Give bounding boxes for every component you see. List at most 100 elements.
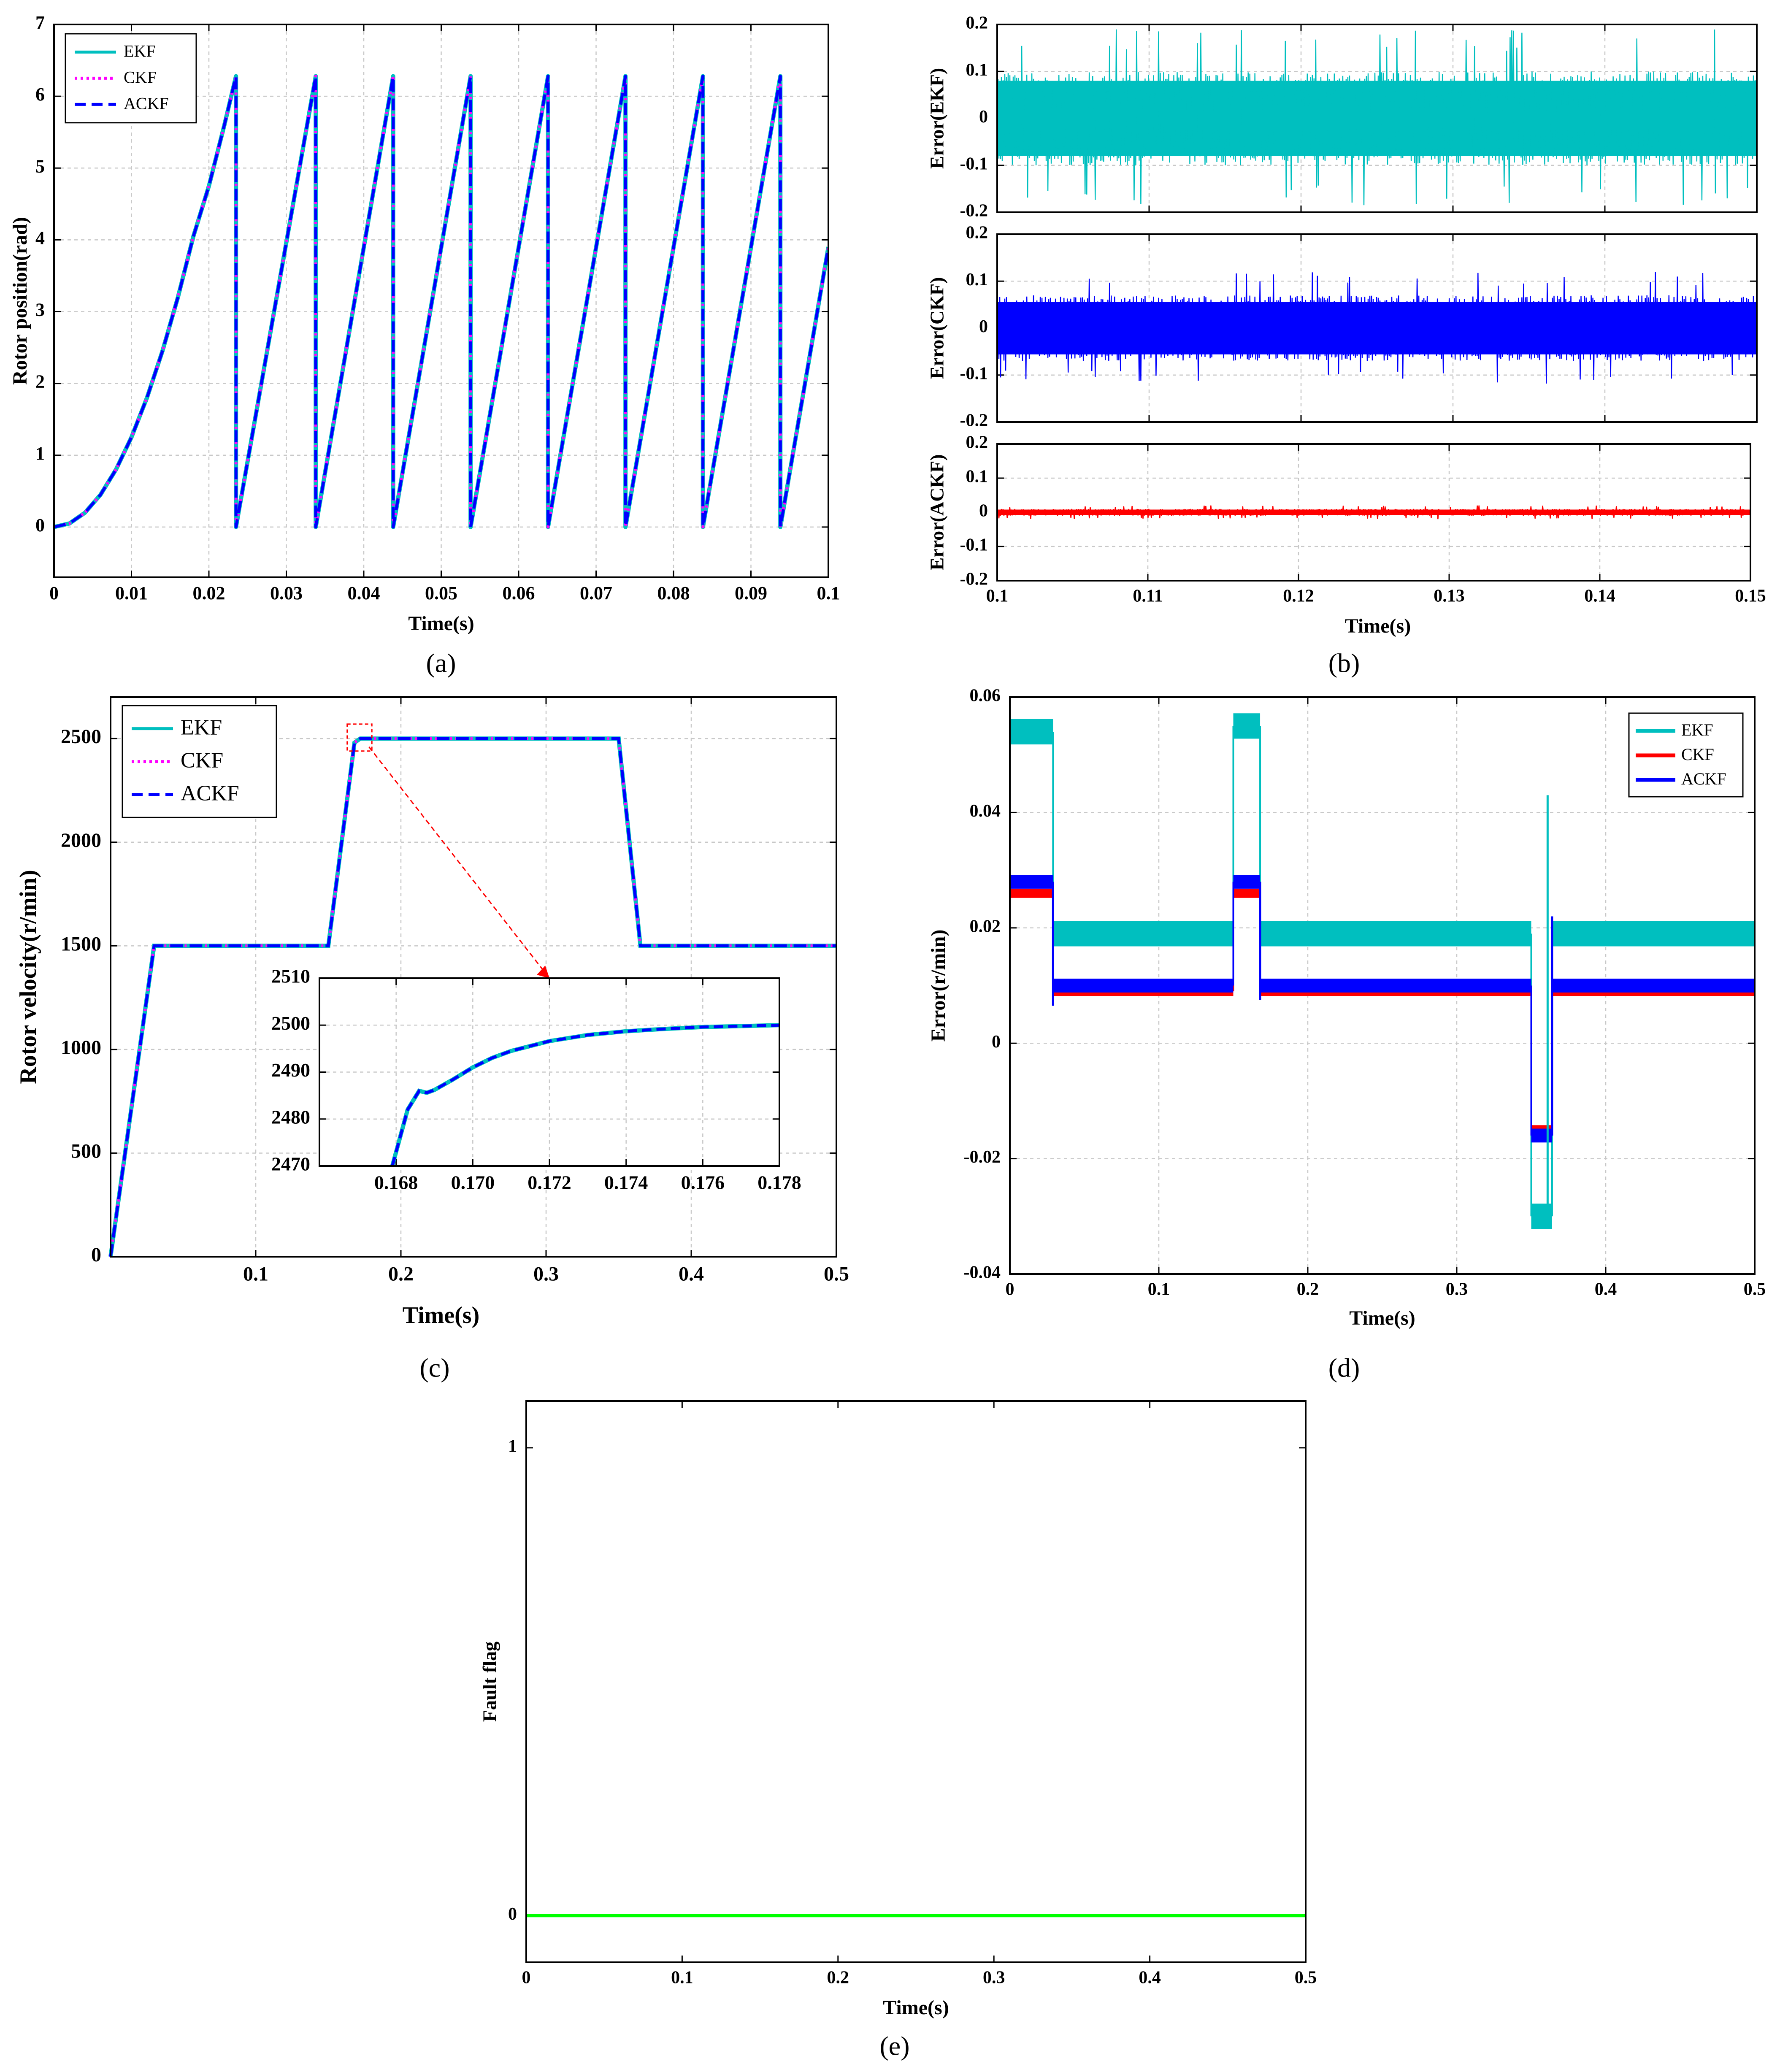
x-axis-label: Time(s) <box>1345 615 1411 637</box>
error-band <box>1010 875 1053 889</box>
x-tick-label: 0.5 <box>1744 1280 1766 1299</box>
error-band <box>1531 1204 1552 1229</box>
y-tick-label: 3 <box>35 300 45 320</box>
y-tick-label: -0.02 <box>964 1147 1001 1167</box>
plot-frame <box>110 696 837 1258</box>
y-tick-label: 0.2 <box>966 223 988 243</box>
x-tick-label: 0.176 <box>681 1171 725 1193</box>
y-tick-label: 2480 <box>271 1106 310 1128</box>
y-tick-label: 5 <box>35 156 45 176</box>
error-band <box>1552 979 1755 993</box>
x-tick-label: 0.170 <box>451 1171 495 1193</box>
y-tick-label: 1000 <box>61 1036 101 1059</box>
error-band <box>1233 713 1261 739</box>
legend-label: EKF <box>181 716 222 740</box>
panel-label: (c) <box>419 1353 449 1383</box>
y-tick-label: 2 <box>35 371 45 392</box>
y-axis-label: Error(EKF) <box>926 68 948 169</box>
y-axis-label: Error(r/min) <box>927 930 950 1042</box>
y-tick-label: 0 <box>979 501 988 521</box>
x-tick-label: 0.08 <box>657 583 690 603</box>
y-tick-label: 2510 <box>271 966 310 987</box>
legend: EKF CKF ACKF <box>1628 712 1744 798</box>
x-tick-label: 0.1 <box>817 583 840 603</box>
legend-label: CKF <box>181 749 223 773</box>
y-axis-label: Rotor velocity(r/min) <box>15 870 41 1084</box>
y-axis-label: Error(ACKF) <box>926 454 948 570</box>
plot-frame <box>53 24 829 578</box>
y-tick-label: 0 <box>508 1904 517 1924</box>
panel-label: (a) <box>426 648 456 678</box>
y-tick-label: 2470 <box>271 1153 310 1175</box>
zoom-arrow-head <box>537 966 549 978</box>
x-tick-label: 0.05 <box>425 583 457 603</box>
y-tick-label: 0.04 <box>970 801 1001 821</box>
y-tick-label: 2000 <box>61 829 101 852</box>
x-tick-label: 0.1 <box>243 1263 268 1285</box>
zoom-arrow <box>368 746 550 979</box>
x-tick-label: 0.4 <box>1595 1280 1617 1299</box>
y-tick-label: -0.2 <box>960 570 988 589</box>
legend: EKF CKF ACKF <box>65 33 197 124</box>
x-tick-label: 0.1 <box>1148 1280 1170 1299</box>
plot-frame <box>319 977 780 1167</box>
error-trace-ackf <box>996 505 1751 519</box>
inset-line-ackf <box>391 1023 780 1166</box>
x-tick-label: 0.5 <box>824 1263 849 1285</box>
y-tick-label: -0.1 <box>960 364 988 383</box>
x-tick-label: 0.4 <box>679 1263 704 1285</box>
y-tick-label: 500 <box>71 1140 101 1162</box>
x-tick-label: 0.14 <box>1584 587 1615 606</box>
y-tick-label: 0.1 <box>966 467 988 487</box>
y-tick-label: 0.1 <box>966 60 988 80</box>
x-tick-label: 0 <box>522 1968 531 1988</box>
legend-label: CKF <box>1681 745 1714 764</box>
line-ackf <box>54 75 828 529</box>
plot-area <box>526 1401 1306 1962</box>
x-tick-label: 0.12 <box>1283 587 1314 606</box>
y-tick-label: -0.2 <box>960 411 988 430</box>
x-tick-label: 0 <box>1006 1280 1014 1299</box>
error-band <box>1260 979 1531 993</box>
panel-label: (e) <box>879 2031 909 2061</box>
error-band <box>1053 979 1234 993</box>
y-tick-label: 6 <box>35 84 45 105</box>
x-tick-label: 0.178 <box>757 1171 801 1193</box>
y-tick-label: -0.04 <box>964 1263 1001 1282</box>
x-tick-label: 0.2 <box>827 1968 849 1988</box>
y-axis-label: Fault flag <box>479 1642 500 1722</box>
error-band <box>1531 1128 1552 1143</box>
error-band <box>1233 888 1261 898</box>
y-tick-label: 2500 <box>61 725 101 748</box>
x-axis-label: Time(s) <box>883 1996 949 2019</box>
legend-label: EKF <box>1681 720 1713 739</box>
y-tick-label: 0.1 <box>966 270 988 289</box>
x-tick-label: 0.5 <box>1295 1968 1317 1988</box>
y-tick-label: 0.06 <box>970 686 1001 706</box>
y-tick-label: 0 <box>35 515 45 536</box>
y-tick-label: 1 <box>35 443 45 464</box>
x-tick-label: 0.174 <box>604 1171 648 1193</box>
y-axis-label: Rotor position(rad) <box>9 217 31 385</box>
plot-frame <box>996 24 1758 213</box>
x-axis-label: Time(s) <box>408 612 474 635</box>
y-tick-label: 1500 <box>61 933 101 955</box>
legend-label: ACKF <box>181 782 239 806</box>
x-tick-label: 0 <box>49 583 59 603</box>
y-tick-label: -0.1 <box>960 536 988 555</box>
x-tick-label: 0.07 <box>580 583 612 603</box>
y-tick-label: 0.2 <box>966 14 988 33</box>
x-axis-label: Time(s) <box>1349 1307 1415 1329</box>
error-trace-ckf <box>996 272 1758 384</box>
y-tick-label: 1 <box>508 1436 517 1456</box>
error-band <box>1260 921 1531 947</box>
x-tick-label: 0.13 <box>1434 587 1465 606</box>
x-tick-label: 0.06 <box>503 583 535 603</box>
legend: EKF CKF ACKF <box>122 705 277 818</box>
plot-frame <box>1009 696 1756 1275</box>
x-tick-label: 0.09 <box>735 583 767 603</box>
x-tick-label: 0.15 <box>1735 587 1766 606</box>
legend-box <box>122 705 277 818</box>
panel-label: (b) <box>1328 648 1360 678</box>
